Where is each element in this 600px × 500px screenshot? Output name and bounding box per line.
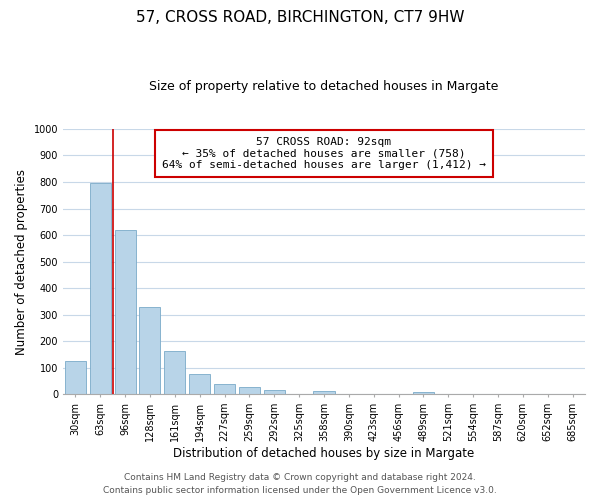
Bar xyxy=(413,392,434,394)
Bar xyxy=(115,230,136,394)
Bar xyxy=(263,390,285,394)
X-axis label: Distribution of detached houses by size in Margate: Distribution of detached houses by size … xyxy=(173,447,475,460)
Bar xyxy=(214,384,235,394)
Bar xyxy=(65,361,86,394)
Y-axis label: Number of detached properties: Number of detached properties xyxy=(15,168,28,354)
Text: 57, CROSS ROAD, BIRCHINGTON, CT7 9HW: 57, CROSS ROAD, BIRCHINGTON, CT7 9HW xyxy=(136,10,464,25)
Text: 57 CROSS ROAD: 92sqm
← 35% of detached houses are smaller (758)
64% of semi-deta: 57 CROSS ROAD: 92sqm ← 35% of detached h… xyxy=(162,137,486,170)
Bar xyxy=(139,306,160,394)
Bar xyxy=(239,387,260,394)
Text: Contains HM Land Registry data © Crown copyright and database right 2024.
Contai: Contains HM Land Registry data © Crown c… xyxy=(103,474,497,495)
Bar xyxy=(189,374,210,394)
Title: Size of property relative to detached houses in Margate: Size of property relative to detached ho… xyxy=(149,80,499,93)
Bar xyxy=(89,184,111,394)
Bar xyxy=(164,352,185,395)
Bar xyxy=(313,391,335,394)
